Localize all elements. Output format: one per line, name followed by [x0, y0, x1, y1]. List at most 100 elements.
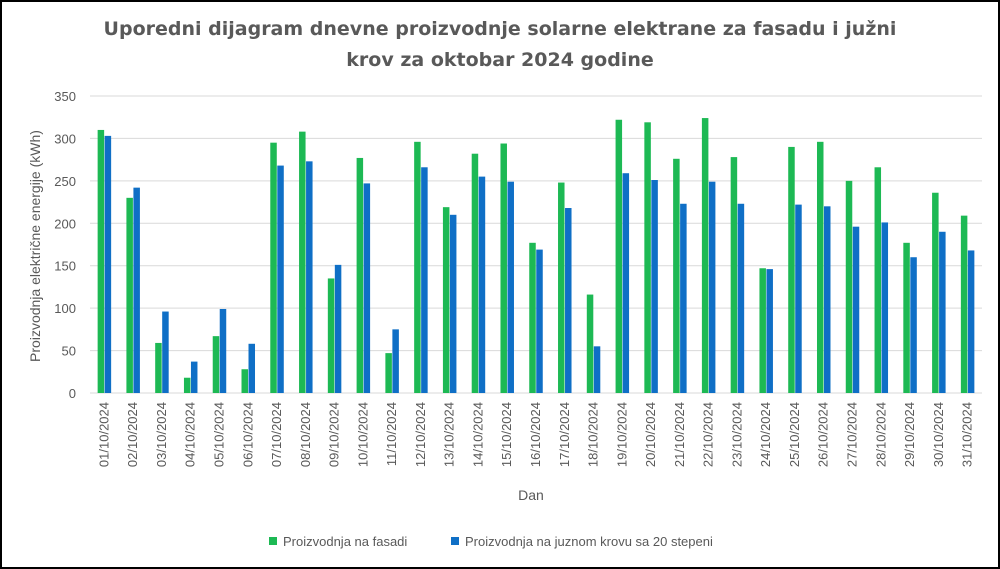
- y-tick-label: 350: [54, 89, 76, 104]
- bar-krov: [248, 343, 256, 393]
- x-axis-ticks: 01/10/2024 02/10/2024 03/10/2024 04/10/2024…: [96, 402, 974, 467]
- bar-fasada: [356, 157, 364, 393]
- legend-label-krov: Proizvodnja na juznom krovu sa 20 stepen…: [465, 534, 713, 549]
- bar-krov: [795, 204, 802, 393]
- x-tick-label: 13/10/2024: [442, 402, 457, 467]
- x-tick-label: 19/10/2024: [614, 402, 629, 467]
- x-tick-label: 08/10/2024: [298, 402, 313, 467]
- bar-fasada: [385, 353, 392, 393]
- x-tick-label: 05/10/2024: [211, 402, 226, 467]
- x-tick-label: 18/10/2024: [586, 402, 601, 467]
- bar-krov: [593, 346, 601, 393]
- gridlines: [90, 95, 982, 394]
- y-axis-ticks: 0 50 100 150 200 250 300 350: [54, 89, 76, 401]
- bar-fasada: [586, 294, 594, 393]
- bar-fasada: [788, 146, 795, 393]
- chart-title-line-1: Uporedni dijagram dnevne proizvodnje sol…: [103, 18, 897, 40]
- x-tick-label: 02/10/2024: [125, 402, 140, 467]
- bar-fasada: [845, 180, 853, 393]
- x-tick-label: 04/10/2024: [183, 402, 198, 467]
- x-axis-label: Dan: [518, 487, 544, 503]
- bar-krov: [823, 206, 831, 393]
- y-tick-label: 100: [54, 301, 76, 316]
- bar-fasada: [241, 369, 249, 393]
- bar-krov: [306, 161, 313, 393]
- x-tick-label: 11/10/2024: [384, 402, 399, 466]
- bar-krov: [708, 181, 716, 393]
- x-tick-label: 14/10/2024: [470, 402, 485, 467]
- bar-krov: [680, 203, 687, 393]
- x-tick-label: 27/10/2024: [845, 402, 860, 467]
- y-tick-label: 200: [54, 216, 76, 231]
- bar-krov: [565, 208, 572, 393]
- bar-krov: [104, 135, 112, 393]
- bar-krov: [507, 181, 514, 393]
- legend: Proizvodnja na fasadi Proizvodnja na juz…: [269, 534, 713, 549]
- bar-fasada: [212, 336, 220, 393]
- bar-krov: [622, 173, 630, 393]
- bar-krov: [334, 264, 342, 393]
- bar-krov: [967, 250, 975, 393]
- chart-title: Uporedni dijagram dnevne proizvodnje sol…: [100, 14, 900, 76]
- bar-krov: [737, 203, 745, 393]
- x-tick-label: 25/10/2024: [787, 402, 802, 467]
- bar-krov: [133, 187, 140, 393]
- bar-fasada: [730, 157, 738, 393]
- bar-fasada: [183, 377, 191, 393]
- x-tick-label: 22/10/2024: [701, 402, 716, 467]
- bar-krov: [478, 176, 486, 393]
- chart-title-line-2: krov za oktobar 2024 godine: [346, 49, 654, 71]
- x-tick-label: 17/10/2024: [557, 402, 572, 467]
- x-tick-label: 10/10/2024: [355, 402, 370, 467]
- bar-krov: [449, 214, 457, 393]
- x-tick-label: 12/10/2024: [413, 402, 428, 467]
- bar-fasada: [155, 342, 162, 393]
- bar-krov: [190, 361, 198, 393]
- bar-fasada: [615, 119, 623, 393]
- bar-krov: [910, 257, 917, 393]
- y-tick-label: 250: [54, 174, 76, 189]
- bar-krov: [536, 249, 543, 393]
- bar-fasada: [529, 242, 536, 393]
- x-tick-label: 03/10/2024: [154, 402, 169, 467]
- x-tick-label: 29/10/2024: [902, 402, 917, 467]
- bar-fasada: [932, 192, 939, 393]
- bar-krov: [939, 231, 946, 393]
- y-tick-label: 300: [54, 131, 76, 146]
- x-tick-label: 30/10/2024: [931, 402, 946, 467]
- bar-krov: [363, 183, 371, 393]
- bar-fasada: [126, 197, 133, 393]
- bar-fasada: [414, 141, 421, 393]
- bar-fasada: [270, 142, 277, 393]
- y-tick-label: 150: [54, 259, 76, 274]
- bar-fasada: [874, 167, 882, 393]
- bar-fasada: [644, 122, 651, 393]
- bar-fasada: [471, 153, 479, 393]
- bar-krov: [277, 165, 284, 393]
- legend-swatch-fasada: [269, 537, 277, 545]
- x-tick-label: 26/10/2024: [816, 402, 831, 467]
- bar-fasada: [960, 215, 968, 393]
- bar-fasada: [558, 182, 565, 393]
- y-axis-label: Proizvodnja električne energije (kWh): [27, 130, 43, 362]
- bar-fasada: [673, 158, 680, 393]
- bar-fasada: [299, 131, 306, 393]
- x-tick-label: 09/10/2024: [327, 402, 342, 467]
- x-tick-label: 31/10/2024: [960, 402, 975, 467]
- bars: [97, 118, 975, 393]
- bar-krov: [852, 226, 860, 393]
- bar-krov: [881, 222, 889, 393]
- y-tick-label: 50: [62, 344, 76, 359]
- bar-fasada: [97, 129, 105, 393]
- bar-fasada: [327, 278, 335, 393]
- bar-krov: [162, 311, 169, 393]
- bar-fasada: [442, 207, 450, 393]
- x-tick-label: 23/10/2024: [729, 402, 744, 467]
- x-tick-label: 15/10/2024: [499, 402, 514, 467]
- bar-fasada: [701, 118, 709, 393]
- bar-krov: [219, 308, 227, 393]
- bar-fasada: [816, 141, 824, 393]
- x-tick-label: 28/10/2024: [873, 402, 888, 467]
